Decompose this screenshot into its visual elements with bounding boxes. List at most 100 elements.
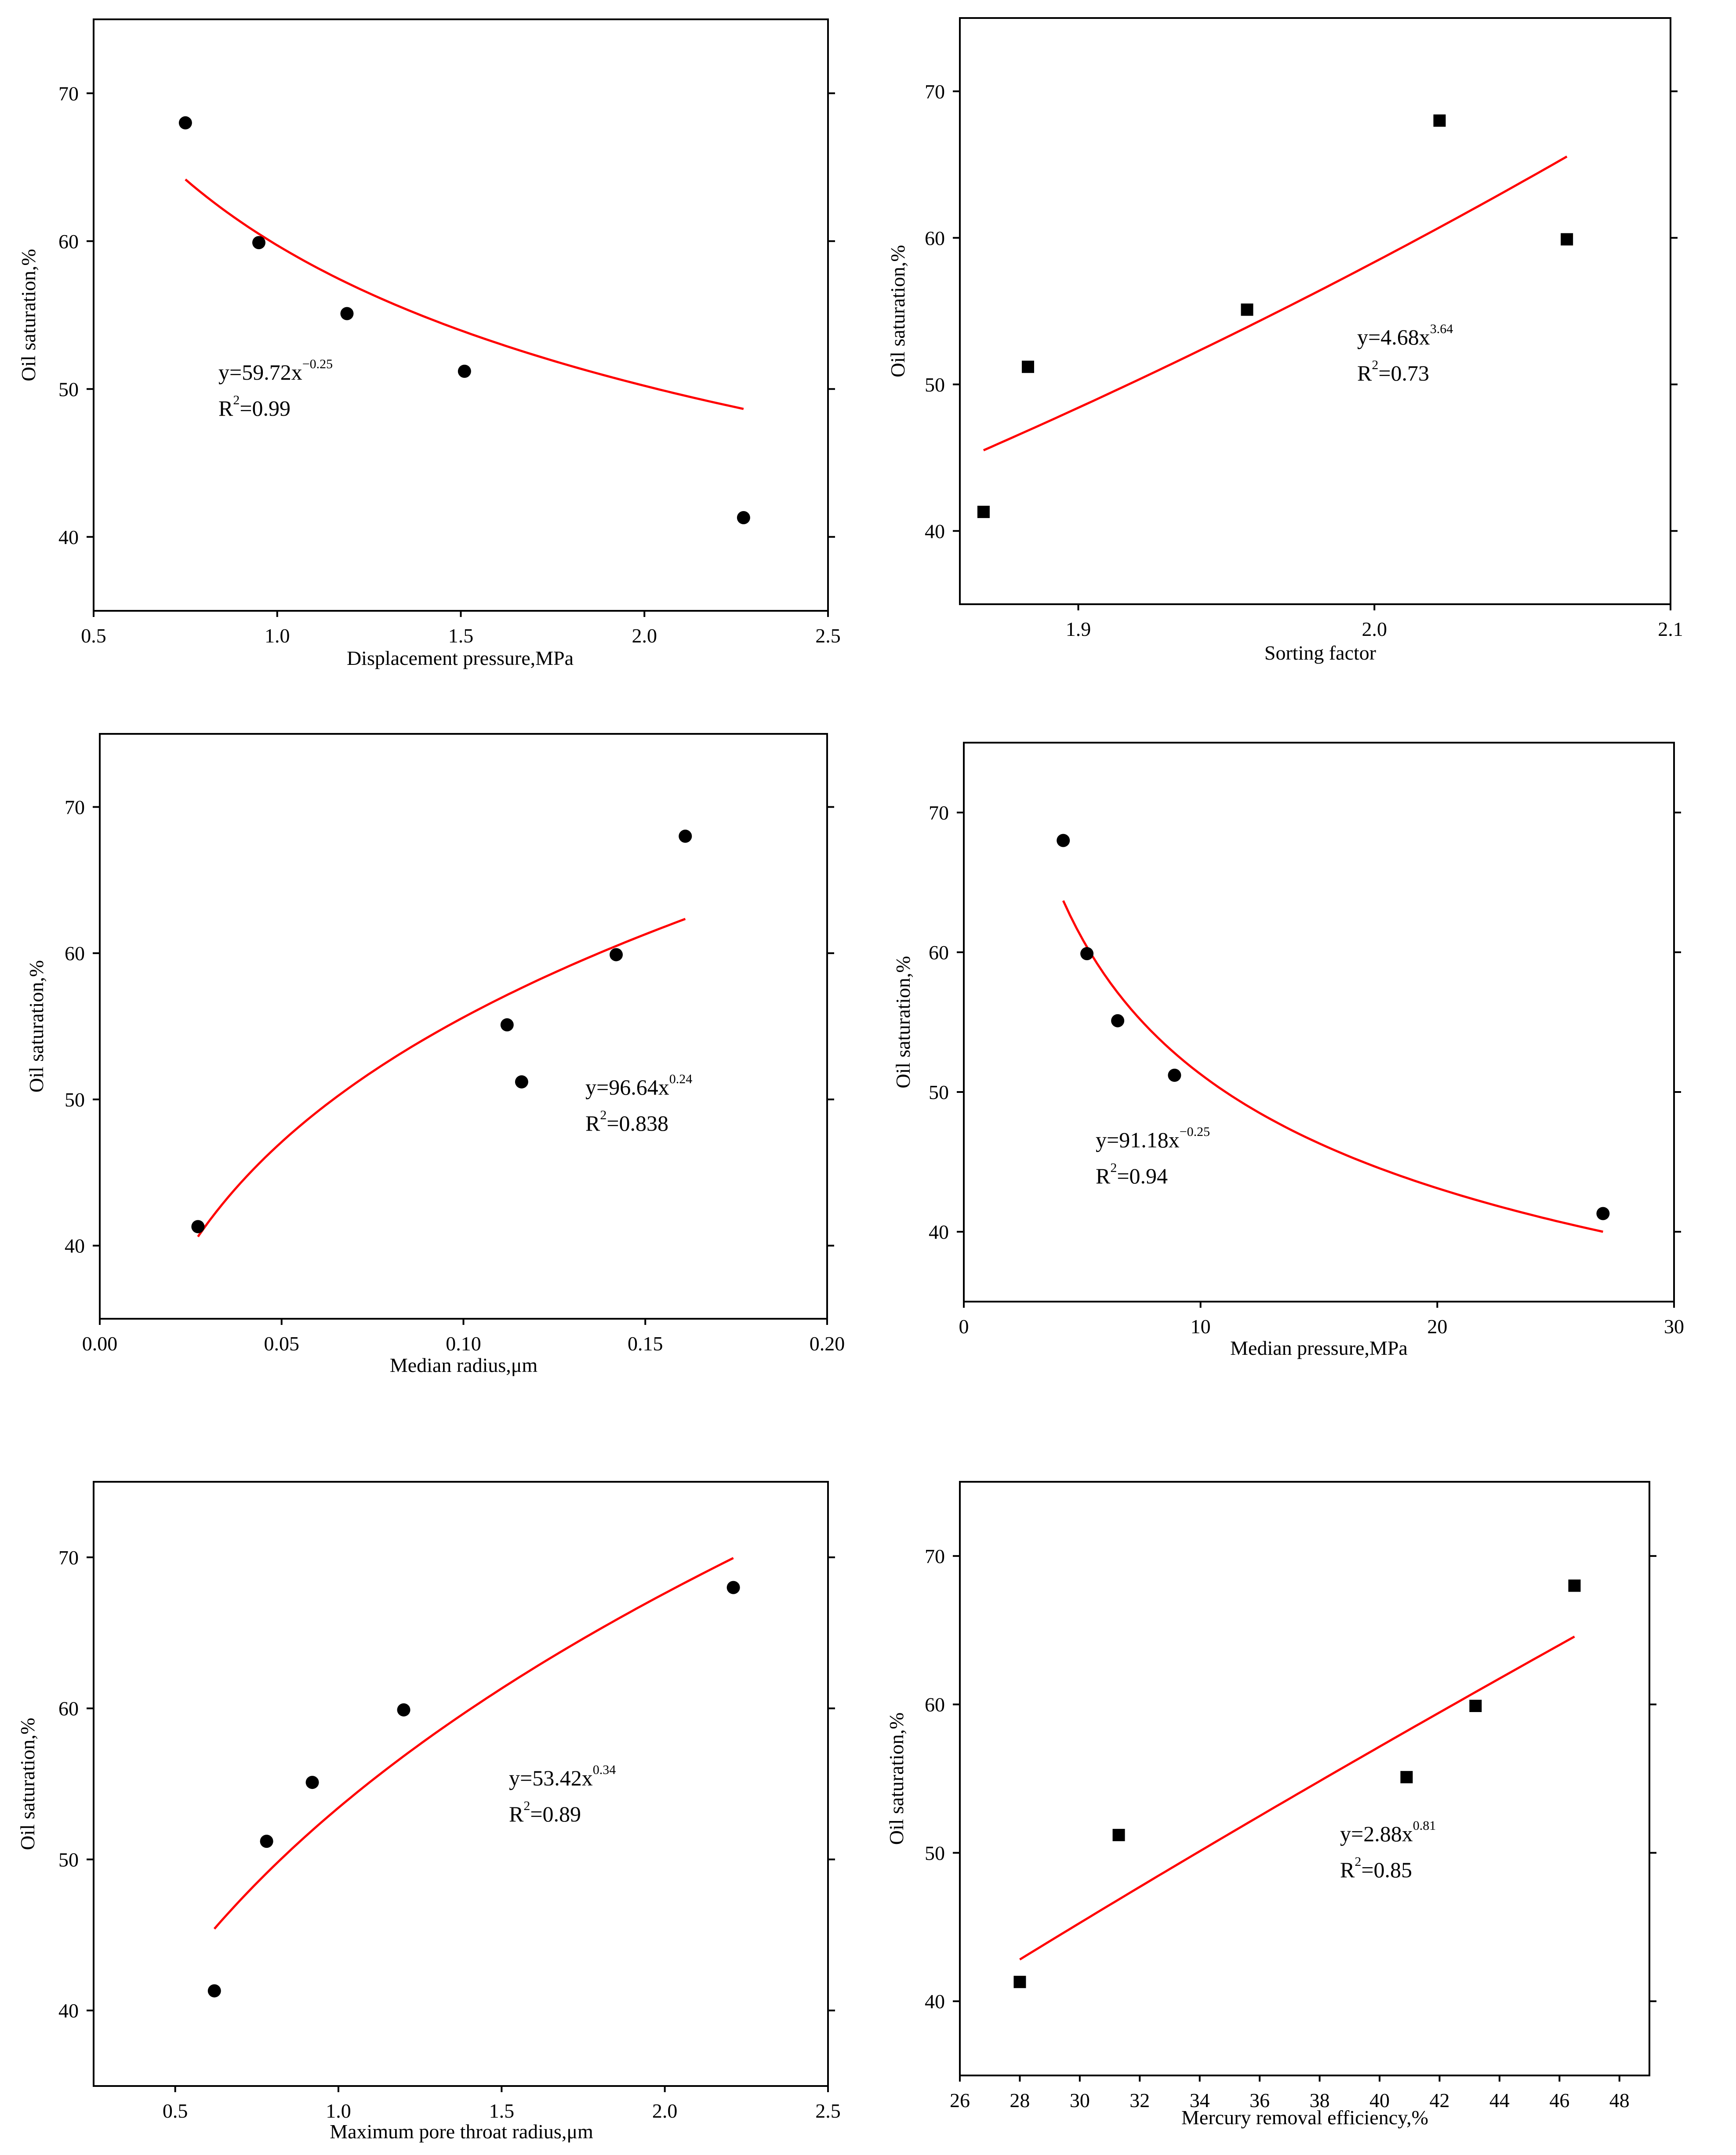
chart-panel-6: 26 28 30 32 34 36 38 40 42 44 46 48 40 50 60 70 Mercury … [885, 1481, 1656, 2129]
data-point [260, 1835, 273, 1848]
fit-curve [185, 178, 744, 410]
chart-panel-3: 0.00 0.05 0.10 0.15 0.20 40 50 60 70 Median radiu… [25, 733, 845, 1376]
plot-frame [959, 17, 1671, 605]
data-point [1021, 360, 1034, 373]
y-tick-label: 60 [929, 941, 949, 964]
x-tick-label: 1.0 [265, 624, 290, 647]
x-tick-label: 1.5 [489, 2100, 515, 2122]
y-tick-label: 40 [58, 1999, 79, 2022]
x-tick-label: 26 [950, 2089, 970, 2111]
x-tick-label: 36 [1249, 2089, 1270, 2111]
chart-panel-4: 0 10 20 30 40 50 60 70 Median pressure,MPa Oil sa… [892, 742, 1684, 1359]
data-point [305, 1776, 319, 1789]
data-point [1111, 1014, 1125, 1027]
r-squared: R2=0.99 [218, 393, 291, 421]
y-tick-label: 50 [58, 378, 79, 400]
fit-curve [983, 156, 1568, 451]
y-tick-label: 70 [925, 1545, 945, 1567]
x-tick-label: 0.5 [163, 2100, 188, 2122]
data-point [1433, 114, 1446, 127]
data-point [178, 116, 192, 130]
x-tick-label: 20 [1427, 1315, 1447, 1338]
plot-frame [93, 1481, 829, 2087]
r-squared: R2=0.73 [1357, 358, 1429, 385]
y-tick-label: 40 [65, 1235, 85, 1257]
plot-frame [959, 1481, 1650, 2076]
x-tick-label: 2.5 [815, 624, 841, 647]
x-axis-label: Sorting factor [1264, 642, 1376, 664]
y-tick-label: 50 [58, 1848, 79, 1871]
x-tick-label: 34 [1190, 2089, 1210, 2111]
x-tick-label: 2.0 [632, 624, 657, 647]
data-point [458, 364, 471, 378]
x-tick-label: 0.15 [628, 1332, 663, 1355]
x-tick-label: 1.9 [1066, 618, 1091, 640]
x-tick-label: 32 [1129, 2089, 1150, 2111]
x-tick-label: 0.20 [810, 1332, 845, 1355]
x-tick-label: 0.00 [82, 1332, 118, 1355]
x-tick-label: 48 [1609, 2089, 1630, 2111]
fit-curve [1062, 900, 1603, 1233]
y-tick-label: 60 [65, 942, 85, 965]
data-point [679, 829, 692, 843]
x-tick-label: 30 [1664, 1315, 1684, 1338]
y-tick-label: 60 [58, 230, 79, 253]
r-squared: R2=0.89 [509, 1799, 581, 1826]
fit-curve [213, 1557, 734, 1930]
data-point [1057, 834, 1070, 847]
fit-curve [1019, 1636, 1575, 1961]
x-tick-label: 0.10 [446, 1332, 481, 1355]
x-tick-label: 28 [1010, 2089, 1030, 2111]
data-point [1568, 1579, 1581, 1592]
y-tick-label: 70 [65, 796, 85, 818]
fit-equation: y=2.88x0.81 [1340, 1818, 1436, 1846]
y-tick-label: 60 [925, 227, 945, 249]
data-point [1013, 1976, 1026, 1988]
data-point [1469, 1700, 1482, 1712]
x-tick-label: 46 [1549, 2089, 1569, 2111]
r-squared: R2=0.94 [1096, 1161, 1168, 1188]
y-tick-label: 70 [929, 802, 949, 824]
plot-frame [93, 18, 829, 612]
fit-equation: y=53.42x0.34 [509, 1763, 616, 1790]
x-axis-label: Maximum pore throat radius,μm [330, 2120, 593, 2143]
y-tick-label: 50 [65, 1088, 85, 1111]
chart-panel-5: 0.5 1.0 1.5 2.0 2.5 40 50 60 70 Maximum pore thro… [16, 1481, 841, 2143]
chart-panel-2: 1.9 2.0 2.1 40 50 60 70 Sorting factor Oil satur… [886, 17, 1683, 664]
y-axis-label: Oil saturation,% [886, 245, 909, 377]
data-point [726, 1581, 740, 1594]
data-point [1241, 303, 1253, 316]
y-tick-label: 50 [925, 1842, 945, 1864]
data-point [207, 1984, 221, 1998]
y-tick-label: 70 [58, 82, 79, 105]
data-point [1080, 947, 1094, 961]
x-tick-label: 30 [1070, 2089, 1090, 2111]
y-axis-label: Oil saturation,% [892, 956, 914, 1088]
x-tick-label: 0.5 [81, 624, 106, 647]
y-axis-label: Oil saturation,% [17, 249, 40, 381]
x-tick-label: 44 [1489, 2089, 1510, 2111]
data-point [1168, 1068, 1181, 1082]
y-axis-label: Oil saturation,% [885, 1712, 908, 1845]
x-tick-label: 2.5 [815, 2100, 841, 2122]
x-axis-label: Mercury removal efficiency,% [1181, 2106, 1428, 2129]
data-point [1561, 233, 1573, 246]
x-tick-label: 38 [1310, 2089, 1330, 2111]
y-tick-label: 70 [58, 1546, 79, 1569]
data-point [515, 1075, 528, 1088]
y-tick-label: 40 [929, 1221, 949, 1243]
y-tick-label: 40 [925, 520, 945, 542]
data-point [397, 1703, 410, 1717]
data-point [1112, 1828, 1125, 1841]
r-squared: R2=0.85 [1340, 1854, 1412, 1882]
data-point [340, 307, 354, 320]
x-axis-label: Median pressure,MPa [1230, 1337, 1408, 1359]
x-tick-label: 10 [1191, 1315, 1211, 1338]
x-tick-label: 2.0 [1362, 618, 1387, 640]
data-point [500, 1018, 514, 1032]
x-tick-label: 42 [1429, 2089, 1449, 2111]
y-axis-label: Oil saturation,% [25, 960, 47, 1093]
y-tick-label: 40 [925, 1990, 945, 2013]
y-tick-label: 40 [58, 526, 79, 548]
